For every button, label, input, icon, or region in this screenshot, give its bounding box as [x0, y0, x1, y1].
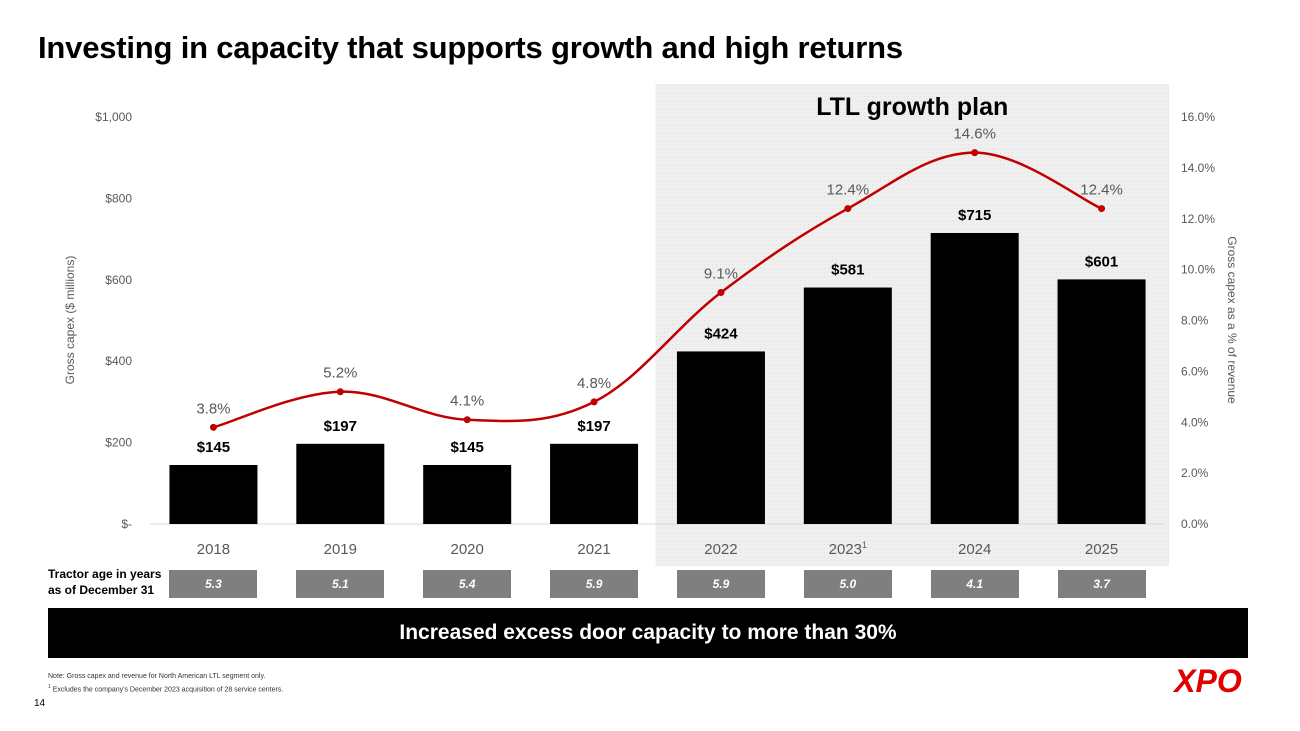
bar-2019 [296, 443, 385, 524]
pct-point-2021 [590, 398, 598, 406]
bar-label-2025: $601 [1085, 253, 1118, 270]
y-tick-label-3: $600 [105, 273, 132, 287]
tractor-age-2021: 5.9 [550, 570, 639, 598]
tractor-age-2025: 3.7 [1057, 570, 1146, 598]
x-tick-label-2019: 2019 [324, 541, 357, 558]
pct-revenue-line [213, 151, 1103, 429]
bar-2018 [169, 464, 258, 524]
footnotes: Note: Gross capex and revenue for North … [48, 672, 283, 695]
pct-label-2025: 12.4% [1080, 182, 1123, 199]
bar-label-2021: $197 [577, 418, 610, 435]
pct-point-2024 [971, 149, 979, 157]
x-tick-label-2025: 2025 [1085, 541, 1118, 558]
y-axis-title: Gross capex ($ millions) [63, 256, 77, 385]
tractor-age-2018: 5.3 [169, 570, 258, 598]
y-tick-label-2: $400 [105, 354, 132, 368]
tractor-age-2023: 5.0 [803, 570, 892, 598]
y2-tick-label-1: 2.0% [1181, 466, 1209, 480]
door-capacity-banner: Increased excess door capacity to more t… [48, 608, 1248, 658]
pct-point-2019 [336, 388, 344, 396]
bar-2022 [676, 351, 765, 524]
y2-tick-label-7: 14.0% [1181, 161, 1215, 175]
xpo-logo-text: XPO [1172, 663, 1242, 699]
bar-2020 [423, 464, 512, 524]
y2-tick-label-2: 4.0% [1181, 415, 1209, 429]
bar-label-2022: $424 [704, 325, 738, 342]
pct-point-2022 [717, 289, 725, 297]
bar-label-2024: $715 [958, 207, 991, 224]
pct-label-2023: 12.4% [827, 182, 870, 199]
x-tick-label-2023: 20231 [829, 540, 867, 558]
x-tick-label-2020: 2020 [451, 541, 484, 558]
bar-label-2018: $145 [197, 439, 230, 456]
page-title: Investing in capacity that supports grow… [38, 30, 903, 65]
y2-tick-label-6: 12.0% [1181, 212, 1215, 226]
capex-chart: LTL growth plan $- $200 $400 $600 $800 $1,000… [63, 84, 1239, 566]
x-tick-label-2021: 2021 [577, 541, 610, 558]
pct-label-2018: 3.8% [196, 400, 230, 417]
y2-tick-label-8: 16.0% [1181, 110, 1215, 124]
bar-label-2019: $197 [324, 418, 357, 435]
pct-point-2025 [1098, 205, 1106, 213]
page-number: 14 [34, 698, 46, 709]
y-tick-label-0: $- [121, 517, 132, 531]
y2-axis-title: Gross capex as a % of revenue [1225, 236, 1239, 404]
bar-2021 [550, 443, 639, 524]
bar-2025 [1057, 279, 1146, 524]
pct-label-2019: 5.2% [323, 365, 357, 382]
ltl-growth-plan-title: LTL growth plan [816, 93, 1008, 121]
bar-2023 [803, 287, 892, 524]
y-tick-label-5: $1,000 [95, 110, 132, 124]
pct-label-2021: 4.8% [577, 375, 611, 392]
pct-label-2020: 4.1% [450, 393, 484, 410]
footnote-line2: 1 Excludes the company's December 2023 a… [48, 682, 283, 695]
tractor-age-2022: 5.9 [676, 570, 765, 598]
y2-tick-label-4: 8.0% [1181, 314, 1209, 328]
x-tick-label-2018: 2018 [197, 541, 230, 558]
x-tick-label-2024: 2024 [958, 541, 991, 558]
tractor-age-label: Tractor age in years as of December 31 [48, 566, 178, 598]
bar-2024 [930, 232, 1019, 524]
pct-point-2023 [844, 205, 852, 213]
footnote-text: Excludes the company's December 2023 acq… [50, 686, 284, 694]
y-tick-label-1: $200 [105, 436, 132, 450]
tractor-age-2019: 5.1 [296, 570, 385, 598]
tractor-age-label-line2: as of December 31 [48, 583, 155, 597]
pct-point-2018 [209, 423, 217, 431]
bar-label-2023: $581 [831, 262, 864, 279]
y-tick-label-4: $800 [105, 191, 132, 205]
y2-tick-label-3: 6.0% [1181, 364, 1209, 378]
tractor-age-2024: 4.1 [930, 570, 1019, 598]
pct-label-2022: 9.1% [704, 266, 738, 283]
bar-label-2020: $145 [451, 439, 484, 456]
tractor-age-2020: 5.4 [423, 570, 512, 598]
x-tick-label-2022: 2022 [704, 541, 737, 558]
pct-point-2020 [463, 416, 471, 424]
xpo-logo: XPO [1172, 663, 1242, 699]
tractor-age-label-line1: Tractor age in years [48, 567, 162, 581]
footnote-marker: 1 [48, 684, 51, 690]
y2-tick-label-5: 10.0% [1181, 263, 1215, 277]
y2-tick-label-0: 0.0% [1181, 517, 1209, 531]
pct-label-2024: 14.6% [953, 126, 996, 143]
footnote-line1: Note: Gross capex and revenue for North … [48, 673, 266, 680]
